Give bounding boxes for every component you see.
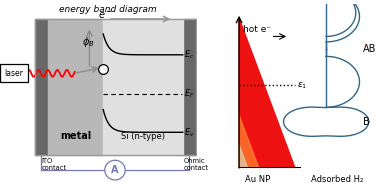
Text: B: B <box>363 117 370 127</box>
Text: Ohmic
contact: Ohmic contact <box>184 158 209 171</box>
Text: laser: laser <box>4 69 23 78</box>
Polygon shape <box>239 145 248 167</box>
FancyBboxPatch shape <box>0 64 28 82</box>
Text: $e^-$: $e^-$ <box>98 10 113 21</box>
Bar <box>48 19 103 155</box>
Bar <box>183 19 195 155</box>
Text: Si (n-type): Si (n-type) <box>121 132 166 141</box>
Bar <box>36 19 195 155</box>
Text: ITO
contact: ITO contact <box>41 158 66 171</box>
Text: $E_v$: $E_v$ <box>184 126 195 139</box>
Text: AB: AB <box>363 44 376 54</box>
Text: $E_c$: $E_c$ <box>184 49 194 61</box>
Circle shape <box>105 160 125 180</box>
Text: energy band diagram: energy band diagram <box>59 5 157 14</box>
Bar <box>36 19 48 155</box>
Text: $\varepsilon_1$: $\varepsilon_1$ <box>297 80 308 91</box>
Polygon shape <box>239 18 295 167</box>
Text: A: A <box>111 165 119 175</box>
Text: Adsorbed H₂: Adsorbed H₂ <box>311 175 363 184</box>
Polygon shape <box>239 115 259 167</box>
Text: $\phi_B$: $\phi_B$ <box>82 35 95 49</box>
Text: $E_F$: $E_F$ <box>184 87 195 100</box>
Text: hot e⁻: hot e⁻ <box>243 25 271 34</box>
Bar <box>103 19 183 155</box>
Text: metal: metal <box>60 131 91 141</box>
Text: Au NP: Au NP <box>245 175 270 184</box>
